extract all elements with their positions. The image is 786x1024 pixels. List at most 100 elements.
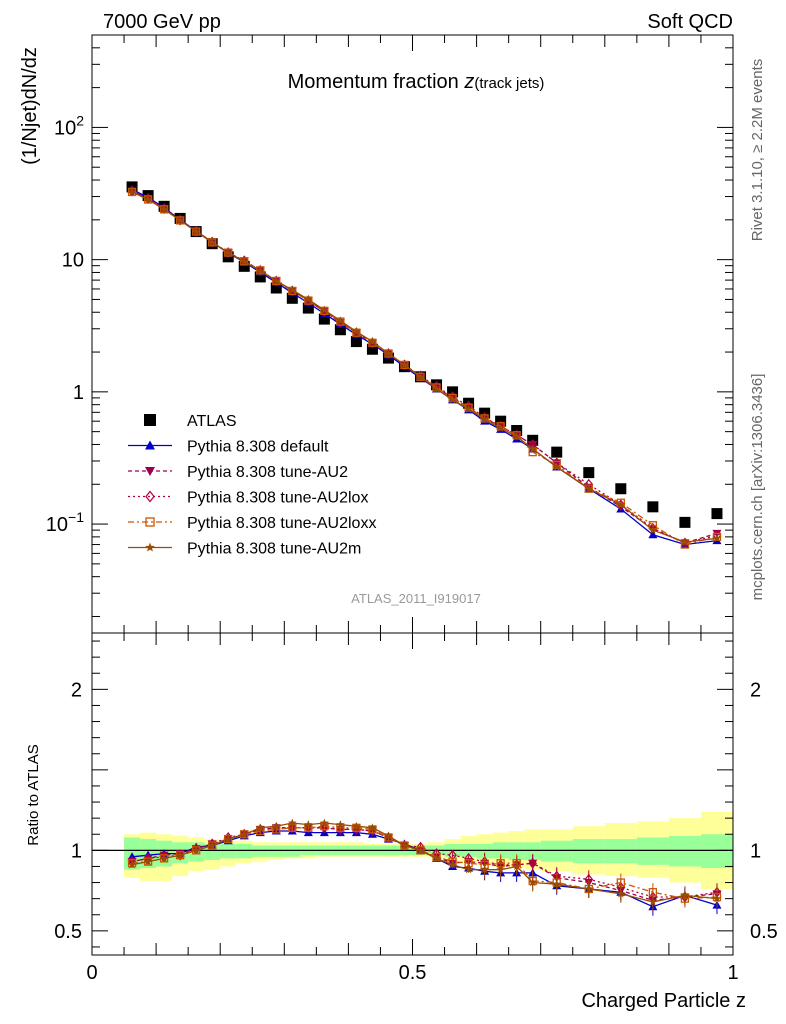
ratio-band-inner: [220, 843, 237, 859]
ratio-y-tick-label-right: 2: [750, 679, 761, 701]
main-point-data: [615, 483, 627, 495]
main-y-tick-label: 102: [54, 112, 84, 139]
legend: ATLAS Pythia 8.308 default Pythia 8.308 tu…: [128, 413, 376, 558]
ratio-point-au2m: [240, 829, 249, 838]
ratio-band-inner: [268, 845, 285, 857]
main-point-au2m: [464, 404, 473, 413]
ratio-point-au2m: [464, 865, 473, 874]
main-point-au2loxx: [432, 383, 441, 392]
ratio-band-inner: [572, 839, 605, 864]
ratio-point-au2m: [159, 853, 169, 862]
main-y-tick-label: 1: [73, 382, 84, 404]
ratio-point-au2m: [480, 865, 489, 874]
ratio-point-au2m: [368, 823, 377, 832]
main-point-au2m: [368, 337, 377, 346]
ratio-band-inner: [668, 835, 701, 867]
main-point-data: [334, 324, 346, 336]
main-point-default: [648, 530, 658, 539]
legend-label-au2loxx: Pythia 8.308 tune-AU2loxx: [187, 515, 376, 532]
plot-title-sub: (track jets): [474, 75, 544, 92]
main-point-data: [318, 313, 330, 325]
main-point-au2m: [680, 537, 690, 546]
x-tick-label: 0.5: [399, 962, 427, 984]
legend-marker-au2lox: [145, 490, 155, 503]
main-panel: 102 10 1 10−1: [46, 34, 734, 634]
main-point-data: [551, 446, 563, 458]
main-point-data: [679, 516, 691, 528]
x-tick-label: 1: [727, 962, 738, 984]
ratio-point-au2m: [400, 841, 409, 850]
main-point-au2m: [448, 395, 457, 404]
main-point-data: [711, 508, 723, 520]
main-point-data: [366, 343, 378, 355]
ratio-y-tick-label: 2: [71, 679, 82, 701]
ratio-band-inner: [700, 834, 733, 869]
main-point-au2m: [223, 248, 233, 257]
main-point-au2m: [143, 195, 153, 204]
ratio-band-inner: [508, 842, 525, 861]
ratio-point-au2m: [288, 818, 297, 827]
main-point-au2m: [207, 237, 217, 246]
ratio-band-inner: [252, 845, 269, 857]
ratio-band-inner: [636, 837, 669, 865]
legend-item-default: Pythia 8.308 default: [128, 439, 329, 456]
legend-marker-au2: [145, 467, 155, 476]
main-point-au2m: [616, 500, 626, 509]
ratio-frame: [91, 632, 734, 956]
main-point-data: [254, 271, 266, 283]
ratio-point-au2m: [648, 897, 658, 906]
ratio-point-au2m: [272, 821, 281, 830]
ratio-y-tick-label: 1: [71, 840, 82, 862]
main-series-au2m: [127, 187, 722, 546]
ratio-point-au2m: [175, 850, 185, 859]
ratio-point-au2m: [712, 894, 722, 903]
main-point-data: [647, 501, 659, 513]
main-point-au2: [616, 503, 626, 512]
ratio-point-au2m: [512, 862, 521, 871]
ratio-point-au2m: [448, 860, 457, 869]
ratio-point-au2m: [384, 831, 393, 840]
main-point-au2m: [256, 266, 265, 275]
ratio-point-au2m: [207, 841, 217, 850]
ratio-point-au2m: [416, 845, 425, 854]
ratio-point-au2m: [352, 821, 361, 830]
legend-label-au2lox: Pythia 8.308 tune-AU2lox: [187, 490, 368, 507]
main-y-axis-label: (1/Njet)dN/dz: [19, 47, 41, 165]
main-point-au2m: [648, 525, 658, 534]
legend-item-au2lox: Pythia 8.308 tune-AU2lox: [128, 490, 368, 507]
ratio-point-au2lox: [175, 849, 185, 861]
ratio-point-au2m: [127, 860, 137, 869]
main-point-data: [238, 260, 250, 272]
main-point-au2m: [352, 327, 361, 336]
main-point-au2m: [584, 484, 594, 493]
main-y-tick-label: 10: [62, 250, 84, 272]
main-point-au2m: [336, 316, 345, 325]
legend-marker-au2loxx: [145, 517, 155, 527]
ratio-point-au2m: [528, 878, 537, 887]
main-point-au2m: [191, 227, 201, 236]
legend-label-au2: Pythia 8.308 tune-AU2: [187, 464, 348, 481]
ratio-band-inner: [476, 843, 493, 859]
legend-item-au2m: Pythia 8.308 tune-AU2m: [128, 541, 361, 558]
ratio-point-au2m: [223, 834, 233, 843]
main-point-au2m: [320, 305, 329, 314]
ratio-y-tick-label: 0.5: [54, 921, 82, 943]
main-point-au2m: [496, 423, 505, 432]
ratio-band-inner: [284, 845, 301, 857]
ratio-band-inner: [236, 843, 253, 859]
main-line-au2m: [131, 191, 718, 543]
main-y-tick-label: 10−1: [46, 509, 84, 536]
header-right: Soft QCD: [647, 11, 733, 33]
legend-marker-default: [145, 440, 155, 450]
ratio-point-au2m: [143, 857, 153, 866]
main-point-au2m: [288, 285, 297, 294]
ratio-point-au2m: [320, 818, 329, 827]
ratio-panel: 0.5 0.51 12 20 0.5 1: [54, 632, 778, 984]
plot-title: Momentum fraction z(track jets): [288, 71, 545, 93]
main-point-data: [270, 282, 282, 294]
main-point-data: [286, 292, 298, 304]
main-point-au2m: [712, 533, 722, 542]
x-tick-label: 0: [86, 962, 97, 984]
main-point-au2m: [512, 431, 521, 441]
